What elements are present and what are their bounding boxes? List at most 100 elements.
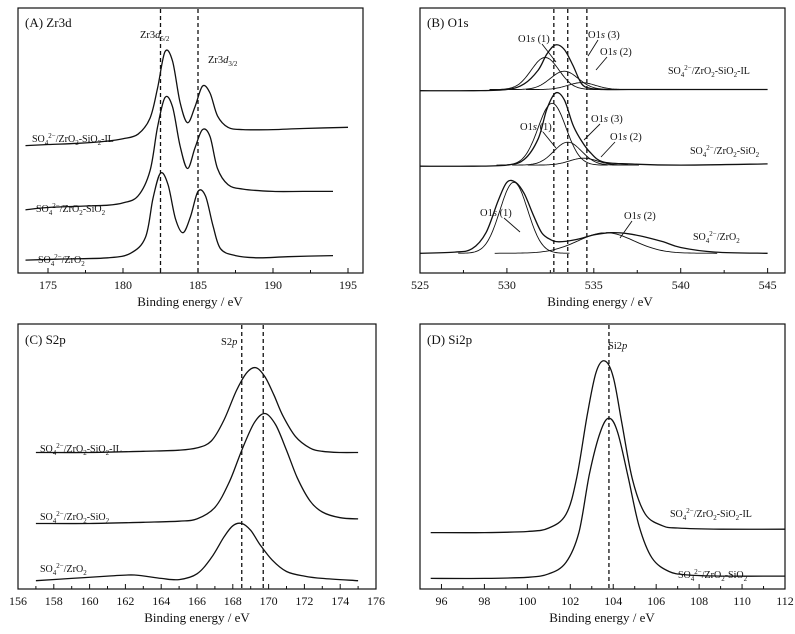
component-peak-2 — [526, 82, 638, 90]
panel-c-curves — [35, 366, 359, 582]
component-peak-1 — [508, 70, 620, 90]
x-tick-label: 180 — [114, 278, 132, 292]
x-tick-label: 540 — [672, 278, 690, 292]
x-tick-label: 112 — [776, 594, 794, 608]
component-peak-7 — [494, 232, 718, 254]
panel-a-zr3d32-label: Zr3d3/2 — [208, 55, 238, 68]
panel-b: (B) O1s 525 530 535 540 545 Binding energy /… — [411, 7, 786, 309]
panel-c-s2p-label: S2p — [221, 337, 237, 348]
panel-c-reference-lines — [241, 325, 264, 588]
series-line-1 — [25, 95, 333, 211]
panel-d-title: (D) Si2p — [427, 332, 472, 347]
panel-c-series-label-2: SO42−/ZrO2 — [40, 562, 87, 577]
x-tick-label: 185 — [189, 278, 207, 292]
component-peak-3 — [496, 102, 608, 166]
label-o1s2-il: O1s (2) — [600, 47, 632, 58]
panel-c-ticks: 156 158 160 162 164 166 168 170 172 174 176 — [9, 584, 385, 608]
arrow-o1s1-sio2 — [542, 131, 557, 149]
panel-a-frame — [17, 7, 364, 274]
x-tick-label: 156 — [9, 594, 27, 608]
arrow-o1s2-sio2 — [600, 141, 616, 158]
panel-d-frame — [419, 323, 786, 590]
panel-d-si2p-label: Si2p — [608, 341, 627, 352]
panel-a-reference-lines — [159, 9, 199, 272]
x-tick-label: 170 — [260, 594, 278, 608]
x-tick-label: 106 — [647, 594, 665, 608]
component-peak-0 — [489, 57, 601, 90]
x-tick-label: 195 — [339, 278, 357, 292]
panel-b-component-labels: O1s (1) O1s (3) O1s (2) O1s (1) O1s (3) … — [480, 30, 656, 222]
panel-a-xlabel: Binding energy / eV — [137, 294, 243, 309]
x-tick-label: 174 — [331, 594, 349, 608]
panel-b-series-label-0: SO42−/ZrO2-SiO2-IL — [668, 64, 750, 79]
panel-d-series-label-1: SO42−/ZrO2-SiO2 — [678, 568, 748, 583]
label-o1s2-sio2: O1s (2) — [610, 132, 642, 143]
panel-c-series-label-1: SO42−/ZrO2-SiO2 — [40, 510, 110, 525]
panel-b-series-label-2: SO42−/ZrO2 — [693, 230, 740, 245]
label-o1s1-sio2: O1s (1) — [520, 122, 552, 133]
x-tick-label: 176 — [367, 594, 385, 608]
panel-c: (C) S2p 156 158 160 162 164 166 168 170 172 174 17… — [9, 323, 385, 625]
x-tick-label: 110 — [733, 594, 751, 608]
arrow-o1s3-sio2 — [583, 123, 601, 141]
panel-a-series-label-2: SO42−/ZrO2 — [38, 253, 85, 268]
component-peak-5 — [527, 157, 639, 166]
label-o1s3-il: O1s (3) — [588, 30, 620, 41]
x-tick-label: 98 — [478, 594, 490, 608]
panel-a-series-label-0: SO42−/ZrO2-SiO2-IL — [32, 132, 114, 147]
panel-b-frame — [419, 7, 786, 274]
label-o1s3-sio2: O1s (3) — [591, 114, 623, 125]
x-tick-label: 535 — [585, 278, 603, 292]
x-tick-label: 190 — [264, 278, 282, 292]
panel-a-series-label-1: SO42−/ZrO2-SiO2 — [36, 202, 106, 217]
panel-b-reference-lines — [553, 9, 588, 272]
x-tick-label: 160 — [81, 594, 99, 608]
arrow-o1s2-zro2 — [619, 220, 633, 239]
series-line-0 — [430, 360, 786, 534]
panel-d-xlabel: Binding energy / eV — [549, 610, 655, 625]
panel-a-zr3d52-label: Zr3d5/2 — [140, 30, 170, 43]
component-peak-6 — [458, 181, 570, 254]
series-line-2 — [419, 179, 768, 254]
panel-a-curves — [25, 49, 349, 261]
series-line-1 — [430, 417, 786, 580]
panel-a: (A) Zr3d 175 180 185 190 195 Binding energy … — [17, 7, 364, 309]
series-line-0 — [25, 49, 349, 147]
panel-a-ticks: 175 180 185 190 195 — [39, 268, 357, 292]
arrow-o1s1-zro2 — [503, 217, 521, 233]
x-tick-label: 158 — [45, 594, 63, 608]
panel-b-title: (B) O1s — [427, 15, 469, 30]
panel-a-title: (A) Zr3d — [25, 15, 72, 30]
x-tick-label: 108 — [690, 594, 708, 608]
label-o1s2-zro2: O1s (2) — [624, 211, 656, 222]
x-tick-label: 530 — [498, 278, 516, 292]
label-o1s1-il: O1s (1) — [518, 34, 550, 45]
panel-d: (D) Si2p 96 98 100 102 104 106 108 110 112 Bindi… — [419, 323, 794, 625]
x-tick-label: 168 — [224, 594, 242, 608]
arrow-o1s2-il — [595, 56, 608, 71]
x-tick-label: 166 — [188, 594, 206, 608]
panel-c-title: (C) S2p — [25, 332, 66, 347]
arrow-o1s1-il — [541, 43, 557, 63]
x-tick-label: 525 — [411, 278, 429, 292]
series-line-1 — [35, 412, 359, 525]
x-tick-label: 96 — [435, 594, 447, 608]
panel-d-ticks: 96 98 100 102 104 106 108 110 112 — [435, 584, 794, 608]
panel-b-ticks: 525 530 535 540 545 — [411, 268, 777, 292]
panel-c-xlabel: Binding energy / eV — [144, 610, 250, 625]
x-tick-label: 104 — [604, 594, 622, 608]
panel-b-xlabel: Binding energy / eV — [547, 294, 653, 309]
label-o1s1-zro2: O1s (1) — [480, 208, 512, 219]
series-line-2 — [25, 171, 334, 261]
panel-b-arrows — [503, 39, 633, 239]
x-tick-label: 162 — [116, 594, 134, 608]
x-tick-label: 175 — [39, 278, 57, 292]
series-line-0 — [35, 366, 359, 454]
x-tick-label: 100 — [518, 594, 536, 608]
x-tick-label: 102 — [561, 594, 579, 608]
x-tick-label: 545 — [759, 278, 777, 292]
panel-c-frame — [17, 323, 377, 590]
arrow-o1s3-il — [587, 39, 599, 57]
x-tick-label: 172 — [295, 594, 313, 608]
